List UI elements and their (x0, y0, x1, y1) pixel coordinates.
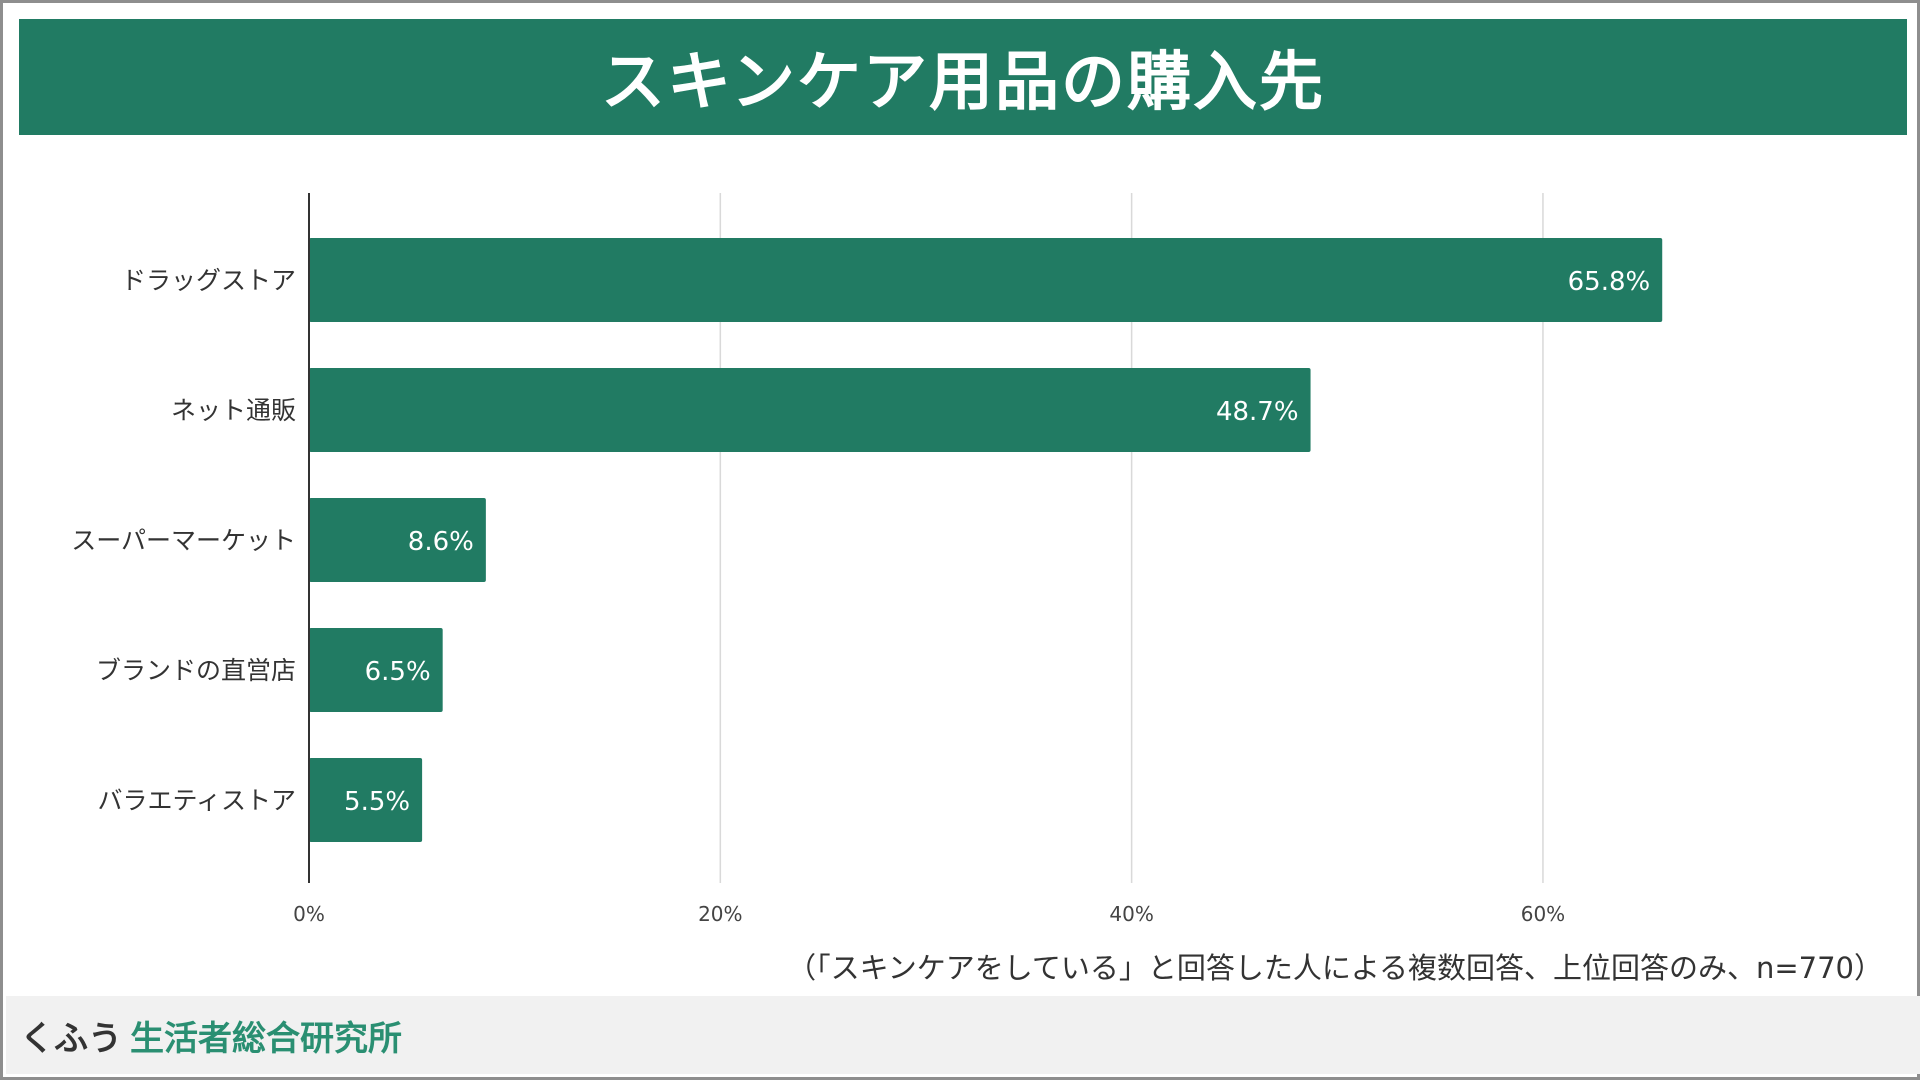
bar (309, 758, 423, 842)
footer-org-name: 生活者総合研究所 (130, 1018, 402, 1059)
data-label: 6.5% (365, 657, 431, 687)
footer: くふう 生活者総合研究所 (6, 996, 1920, 1074)
title-banner: スキンケア用品の購入先 (19, 19, 1907, 135)
data-label: 5.5% (344, 787, 410, 817)
bar (309, 368, 1311, 452)
category-label: バラエティストア (97, 786, 296, 815)
x-tick-label: 0% (293, 902, 325, 926)
footnote: （「スキンケアをしている」と回答した人による複数回答、上位回答のみ、n=770） (787, 951, 1883, 985)
bar (309, 628, 443, 712)
category-label: ドラッグストア (121, 266, 296, 295)
bar-chart: 0% 20% 40% 60% ドラッグストア 65.8% ネット通販 48.7% スーパーマーケ… (71, 193, 1663, 926)
category-label: ネット通販 (171, 396, 296, 425)
x-tick-label: 60% (1521, 902, 1565, 926)
category-label: スーパーマーケット (71, 526, 296, 555)
data-label: 65.8% (1568, 267, 1651, 297)
x-tick-label: 40% (1109, 902, 1153, 926)
bar (309, 238, 1663, 322)
category-label: ブランドの直営店 (96, 656, 296, 685)
footer-logo: くふう (20, 1018, 122, 1059)
page-title: スキンケア用品の購入先 (600, 46, 1326, 120)
data-label: 48.7% (1216, 397, 1299, 427)
data-label: 8.6% (408, 527, 474, 557)
bar (309, 498, 486, 582)
x-tick-label: 20% (698, 902, 742, 926)
